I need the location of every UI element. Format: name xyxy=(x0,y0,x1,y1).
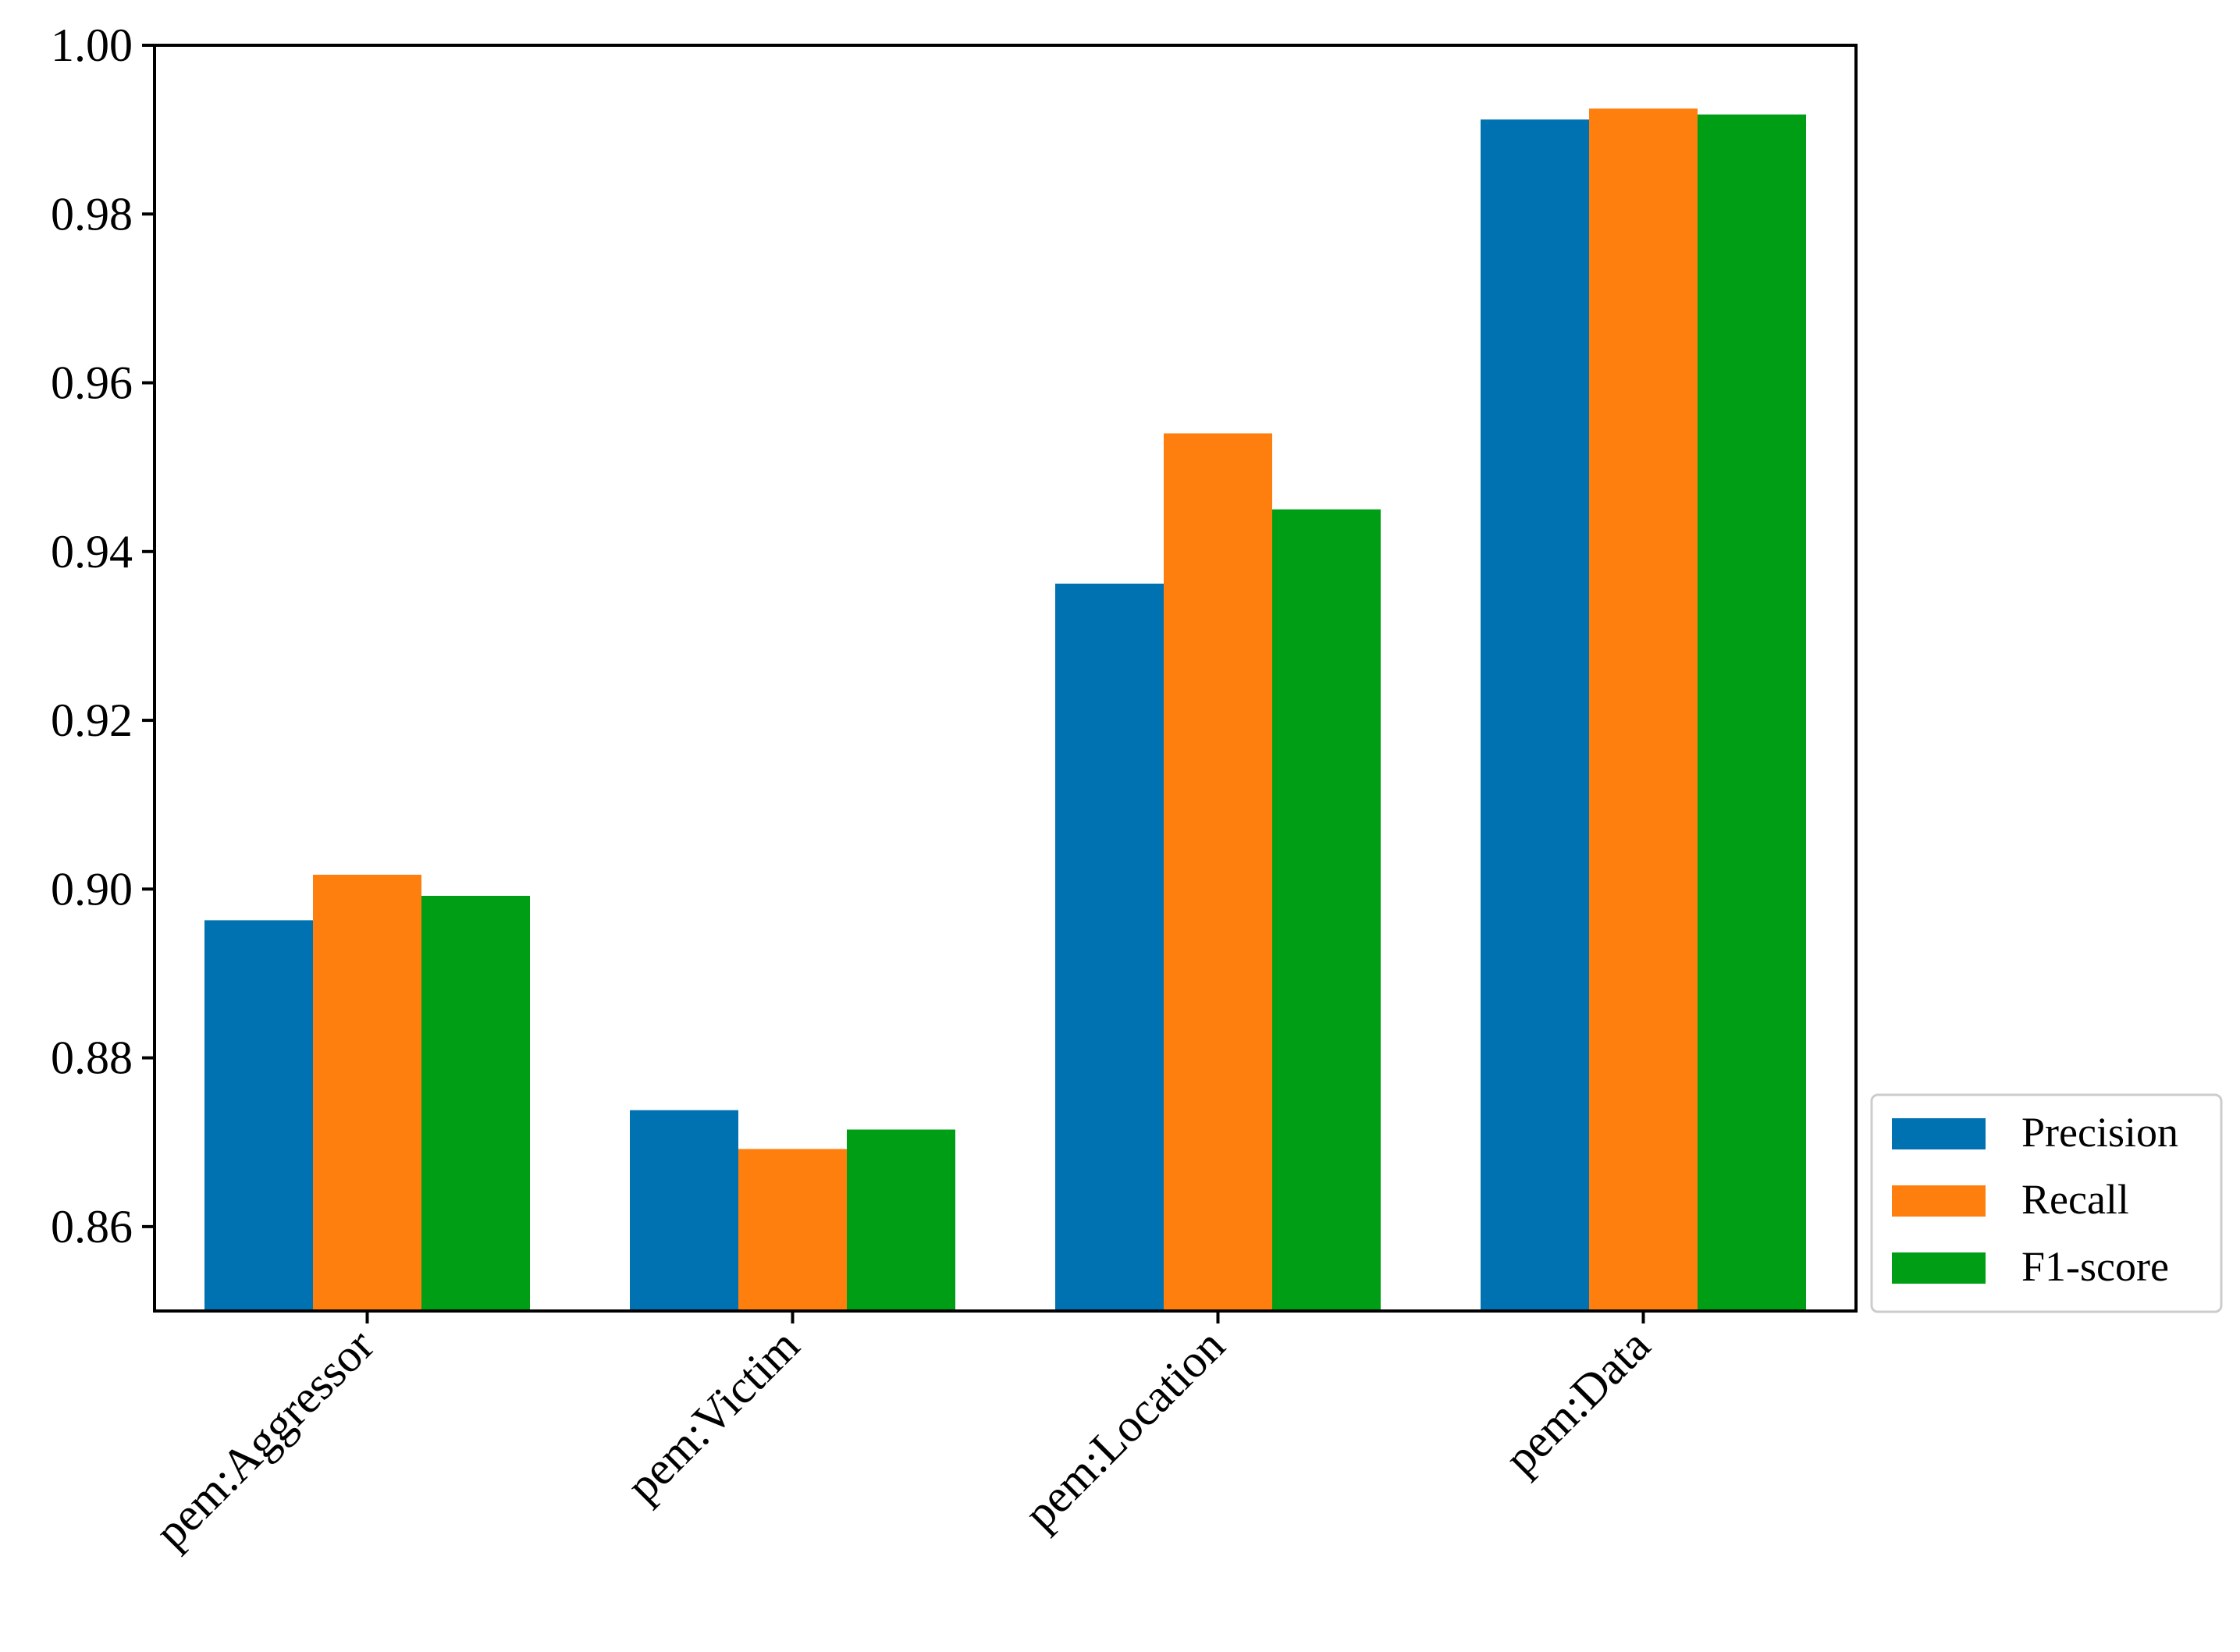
bar-recall-3 xyxy=(1589,108,1698,1312)
y-tick-label: 1.00 xyxy=(51,20,133,71)
legend-label: F1-score xyxy=(2021,1243,2169,1290)
y-tick-label: 0.90 xyxy=(51,863,133,915)
y-tick-label: 0.98 xyxy=(51,188,133,240)
x-tick-label: pem:Aggressor xyxy=(145,1320,384,1558)
plot-frame xyxy=(153,44,1858,1313)
y-tick-label: 0.86 xyxy=(51,1201,133,1252)
y-tick-label: 0.88 xyxy=(51,1032,133,1084)
bar-precision-3 xyxy=(1481,119,1589,1311)
legend-swatch-recall xyxy=(1892,1185,1986,1217)
bar-f1-score-2 xyxy=(1272,509,1381,1311)
bar-recall-2 xyxy=(1164,433,1272,1311)
legend-label: Recall xyxy=(2021,1176,2129,1223)
bar-precision-2 xyxy=(1055,583,1164,1311)
bar-f1-score-0 xyxy=(421,895,530,1311)
bars-layer xyxy=(204,108,1806,1312)
legend-swatch-f1-score xyxy=(1892,1252,1986,1284)
bar-precision-1 xyxy=(630,1110,738,1311)
x-tick-label: pem:Location xyxy=(1014,1320,1234,1540)
legend-swatch-precision xyxy=(1892,1118,1986,1149)
legend-label: Precision xyxy=(2021,1109,2178,1156)
y-tick-label: 0.92 xyxy=(51,695,133,746)
bar-precision-0 xyxy=(204,920,313,1311)
y-tick-label: 0.96 xyxy=(51,357,133,409)
legend: Precision Recall F1-score xyxy=(1870,1093,2223,1313)
bar-f1-score-3 xyxy=(1698,114,1806,1312)
bar-f1-score-1 xyxy=(847,1129,955,1311)
y-tick-label: 0.94 xyxy=(51,526,133,577)
bar-recall-1 xyxy=(738,1149,847,1311)
bar-recall-0 xyxy=(313,874,421,1311)
x-tick-label: pem:Data xyxy=(1495,1320,1660,1485)
x-tick-label: pem:Victim xyxy=(617,1320,809,1512)
